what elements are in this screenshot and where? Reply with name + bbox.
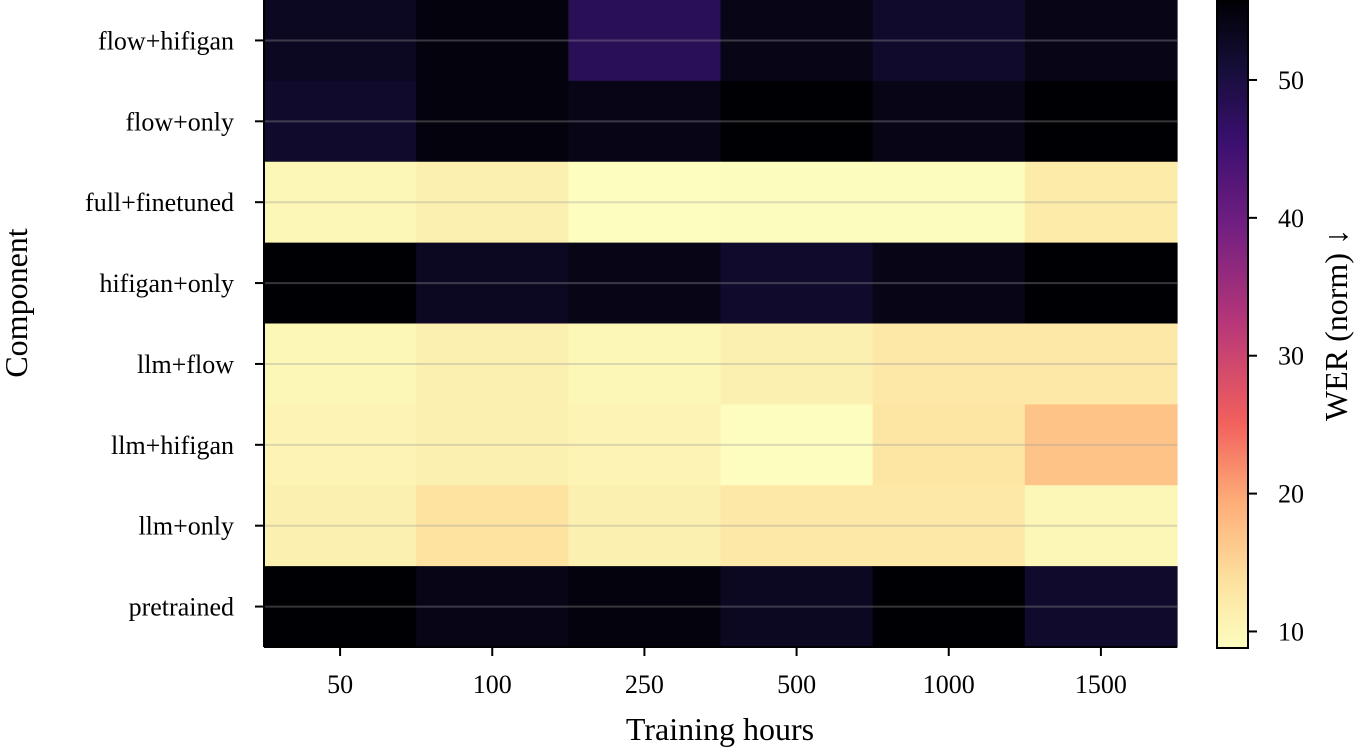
heatmap-cells	[264, 0, 1178, 648]
x-tick-label: 1500	[1075, 670, 1127, 699]
y-tick-label: flow+only	[125, 107, 234, 136]
heatmap-cell	[1024, 242, 1178, 325]
heatmap-cell	[720, 404, 874, 486]
heatmap-cell	[416, 566, 569, 648]
x-axis-label: Training hours	[626, 711, 814, 747]
heatmap-cell	[568, 242, 722, 325]
x-tick-label: 250	[625, 670, 664, 699]
heatmap-cell	[416, 485, 569, 567]
heatmap-cell	[872, 404, 1026, 486]
colorbar-tick-label: 30	[1278, 342, 1304, 371]
heatmap-cell	[1024, 485, 1178, 567]
y-tick-label: hifigan+only	[99, 269, 234, 298]
heatmap-cell	[720, 0, 874, 82]
heatmap-cell	[264, 242, 417, 325]
x-tick-label: 500	[777, 670, 816, 699]
heatmap-cell	[872, 0, 1026, 82]
heatmap-cell	[568, 323, 722, 405]
x-tick-label: 50	[327, 670, 353, 699]
row-gridlines	[264, 39, 1177, 608]
heatmap-cell	[568, 80, 722, 163]
heatmap-cell	[720, 323, 874, 405]
heatmap-cell	[1024, 80, 1178, 163]
y-tick-label: pretrained	[129, 593, 234, 622]
plot-axes	[263, 0, 1177, 648]
heatmap-cell	[720, 566, 874, 648]
y-tick-label: flow+hifigan	[98, 26, 234, 55]
heatmap-cell	[264, 0, 417, 82]
heatmap-cell	[1024, 404, 1178, 486]
y-axis-label: Component	[0, 228, 34, 377]
heatmap-cell	[872, 323, 1026, 405]
heatmap-cell	[416, 404, 569, 486]
heatmap-cell	[568, 485, 722, 567]
heatmap-cell	[568, 161, 722, 244]
heatmap-cell	[416, 161, 569, 244]
colorbar-tick-label: 40	[1278, 204, 1304, 233]
heatmap-cell	[872, 161, 1026, 244]
x-axis-ticks: 50 100 250 500 1000 1500	[327, 647, 1127, 699]
heatmap-cell	[264, 404, 417, 486]
y-axis-ticks: flow+hifigan flow+only full+finetuned hifig…	[85, 26, 264, 622]
heatmap-cell	[568, 404, 722, 486]
y-tick-label: llm+flow	[137, 350, 234, 379]
heatmap-cell	[568, 0, 722, 82]
y-tick-label: full+finetuned	[85, 188, 234, 217]
y-tick-label: llm+hifigan	[111, 431, 234, 460]
heatmap-cell	[1024, 566, 1178, 648]
colorbar-tick-label: 20	[1278, 480, 1304, 509]
heatmap-cell	[416, 0, 569, 82]
x-tick-label: 100	[473, 670, 512, 699]
heatmap-cell	[1024, 323, 1178, 405]
heatmap-cell	[720, 242, 874, 325]
heatmap-cell	[720, 80, 874, 163]
x-tick-label: 1000	[923, 670, 975, 699]
colorbar-label: WER (norm) ↓	[1318, 229, 1354, 421]
heatmap-cell	[1024, 161, 1178, 244]
heatmap-cell	[720, 161, 874, 244]
heatmap-cell	[264, 485, 417, 567]
colorbar-ticks: 10 20 30 40 50	[1248, 66, 1304, 646]
heatmap-cell	[568, 566, 722, 648]
heatmap-cell	[264, 323, 417, 405]
colorbar-gradient	[1216, 0, 1249, 649]
heatmap-cell	[872, 566, 1026, 648]
colorbar-tick-label: 10	[1278, 617, 1304, 646]
heatmap-cell	[264, 566, 417, 648]
heatmap-cell	[416, 80, 569, 163]
heatmap-cell	[416, 242, 569, 325]
heatmap-cell	[872, 80, 1026, 163]
heatmap-cell	[264, 80, 417, 163]
heatmap-cell	[264, 161, 417, 244]
heatmap-cell	[720, 485, 874, 567]
colorbar-tick-label: 50	[1278, 66, 1304, 95]
heatmap-cell	[872, 242, 1026, 325]
heatmap-cell	[416, 323, 569, 405]
y-tick-label: llm+only	[138, 512, 234, 541]
colorbar: 10 20 30 40 50 WER (norm) ↓	[1216, 0, 1354, 649]
heatmap-cell	[872, 485, 1026, 567]
heatmap-cell	[1024, 0, 1178, 82]
